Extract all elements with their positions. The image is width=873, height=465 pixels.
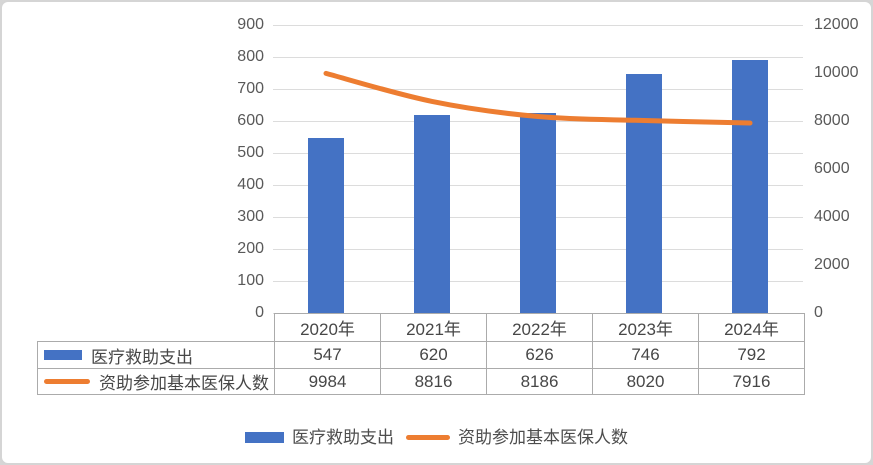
value-cell: 9984: [274, 368, 381, 395]
table-corner-cell: [38, 314, 275, 342]
line-path: [323, 70, 753, 126]
bar-swatch-icon: [245, 431, 284, 443]
left-axis-tick: 700: [237, 80, 264, 97]
series-name: 医疗救助支出: [91, 347, 193, 367]
line-series: [323, 70, 753, 126]
right-axis-tick: 10000: [814, 64, 859, 81]
bar-2022年: [520, 112, 556, 313]
left-axis-tick: 400: [237, 176, 264, 193]
right-axis-tick: 12000: [814, 16, 859, 33]
bar-2024年: [732, 59, 768, 313]
year-header-cell: 2023年: [592, 313, 699, 342]
left-axis-tick: 900: [237, 16, 264, 33]
left-axis-tick: 600: [237, 112, 264, 129]
right-axis-tick: 0: [814, 304, 823, 321]
value-cell: 547: [274, 341, 381, 369]
value-cell: 620: [380, 341, 487, 369]
legend-item-line: 资助参加基本医保人数: [406, 429, 628, 446]
legend-label: 医疗救助支出: [292, 427, 394, 447]
value-cell: 626: [486, 341, 593, 369]
series-label: 医疗救助支出: [44, 343, 274, 368]
table-row: 资助参加基本医保人数 9984 8816 8186 8020 7916: [37, 368, 805, 395]
value-cell: 746: [592, 341, 699, 369]
year-header-cell: 2024年: [698, 313, 805, 342]
value-cell: 8020: [592, 368, 699, 395]
gridline: [273, 57, 803, 58]
left-axis-tick: 200: [237, 240, 264, 257]
value-cell: 7916: [698, 368, 805, 395]
bar-2021年: [414, 114, 450, 313]
right-axis-tick: 6000: [814, 160, 850, 177]
table-row: 医疗救助支出 547 620 626 746 792: [37, 341, 805, 369]
left-axis-tick: 800: [237, 48, 264, 65]
right-axis-tick: 4000: [814, 208, 850, 225]
left-axis-tick: 100: [237, 272, 264, 289]
line-swatch-icon: [44, 379, 90, 384]
value-cell: 792: [698, 341, 805, 369]
gridline: [273, 89, 803, 90]
series-label: 资助参加基本医保人数: [44, 370, 274, 394]
series-name: 资助参加基本医保人数: [99, 374, 269, 393]
right-axis-tick: 2000: [814, 256, 850, 273]
data-table: 2020年 2021年 2022年 2023年 2024年医疗救助支出 547 620 626…: [37, 313, 805, 395]
table-header-row: 2020年 2021年 2022年 2023年 2024年: [38, 313, 805, 342]
line-swatch-icon: [406, 434, 450, 440]
legend-label: 资助参加基本医保人数: [458, 427, 628, 447]
year-header-cell: 2021年: [380, 313, 487, 342]
value-cell: 8816: [380, 368, 487, 395]
legend: 医疗救助支出 资助参加基本医保人数: [2, 425, 871, 449]
right-axis-tick: 8000: [814, 112, 850, 129]
bar-2023年: [626, 74, 662, 313]
value-cell: 8186: [486, 368, 593, 395]
gridline: [273, 25, 803, 26]
plot-area: [273, 25, 803, 314]
bar-swatch-icon: [44, 350, 82, 360]
left-axis-tick: 0: [255, 304, 264, 321]
year-header-cell: 2020年: [274, 313, 381, 342]
series-label-cell: 资助参加基本医保人数: [37, 368, 275, 395]
left-axis-tick: 300: [237, 208, 264, 225]
series-label-cell: 医疗救助支出: [37, 341, 275, 369]
year-header-cell: 2022年: [486, 313, 593, 342]
legend-item-bar: 医疗救助支出: [245, 429, 394, 446]
left-axis-tick: 500: [237, 144, 264, 161]
bar-2020年: [308, 137, 344, 313]
